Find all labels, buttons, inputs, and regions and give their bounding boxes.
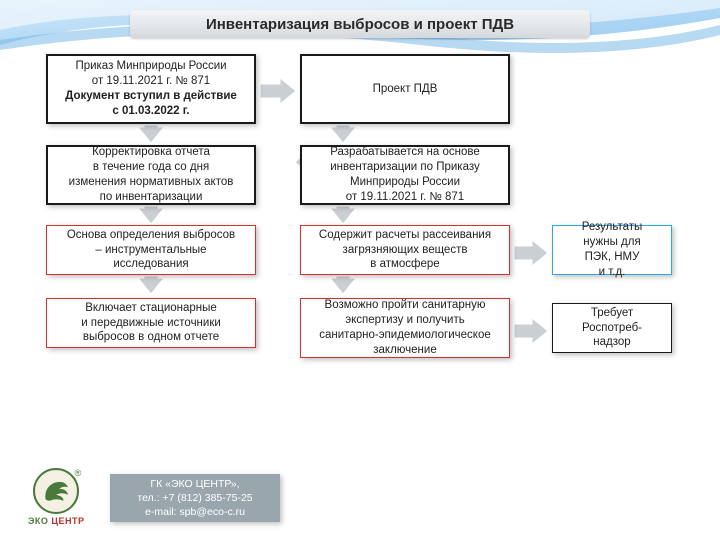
box-line: и т.д. bbox=[599, 265, 626, 280]
box-line: заключение bbox=[373, 343, 436, 358]
arrow-b3-to-c3 bbox=[514, 240, 548, 266]
box-line: инвентаризации по Приказу bbox=[330, 160, 480, 175]
footer-contact-box: ГК «ЭКО ЦЕНТР», тел.: +7 (812) 385-75-25… bbox=[110, 474, 280, 522]
footer-email: e-mail: spb@eco-c.ru bbox=[145, 505, 245, 519]
box-b1: Проект ПДВ bbox=[300, 54, 510, 124]
arrow-a1-to-a2 bbox=[138, 125, 164, 143]
box-line: Приказ Минприроды России bbox=[75, 59, 226, 74]
box-line: по инвентаризации bbox=[100, 190, 203, 205]
arrow-a3-to-a4 bbox=[138, 276, 164, 294]
box-a3: Основа определения выбросов– инструмента… bbox=[46, 225, 256, 275]
arrow-b4-to-c4 bbox=[514, 318, 548, 344]
logo-circle: ® bbox=[33, 468, 79, 514]
box-line: экспертизу и получить bbox=[345, 313, 464, 328]
arrow-b2-to-b3 bbox=[330, 206, 356, 224]
arrow-b3-to-b4 bbox=[330, 276, 356, 294]
box-line: Результаты bbox=[582, 220, 643, 235]
box-line: от 19.11.2021 г. № 871 bbox=[346, 190, 464, 205]
box-line: выбросов в одном отчете bbox=[83, 330, 219, 345]
box-line: Требует bbox=[591, 306, 633, 321]
box-line: в атмосфере bbox=[370, 257, 439, 272]
arrow-b1-to-b2 bbox=[330, 125, 356, 143]
box-line: Основа определения выбросов bbox=[67, 228, 235, 243]
logo-text-top: ЭКО ЦЕНТР bbox=[28, 516, 85, 526]
footer-phone: тел.: +7 (812) 385-75-25 bbox=[137, 491, 252, 505]
box-a2: Корректировка отчетав течение года со дн… bbox=[46, 145, 256, 205]
box-line: Роспотреб- bbox=[582, 321, 642, 336]
box-b3: Содержит расчеты рассеиваниязагрязняющих… bbox=[300, 225, 510, 275]
box-line: исследования bbox=[113, 257, 188, 272]
box-line: и передвижные источники bbox=[81, 316, 221, 331]
box-line: изменения нормативных актов bbox=[69, 175, 234, 190]
box-line: Содержит расчеты рассеивания bbox=[319, 228, 491, 243]
box-line: надзор bbox=[593, 335, 630, 350]
footer-company: ГК «ЭКО ЦЕНТР», bbox=[150, 477, 239, 491]
box-line: нужны для bbox=[583, 235, 640, 250]
box-line: – инструментальные bbox=[95, 243, 206, 258]
box-line: в течение года со дня bbox=[93, 160, 209, 175]
box-c3: Результатынужны дляПЭК, НМУи т.д. bbox=[552, 225, 672, 275]
box-a1: Приказ Минприроды Россииот 19.11.2021 г.… bbox=[46, 54, 256, 124]
box-line: от 19.11.2021 г. № 871 bbox=[92, 74, 210, 89]
arrow-a1-to-b1 bbox=[260, 78, 296, 104]
box-line: ПЭК, НМУ bbox=[585, 250, 640, 265]
box-line-bold: Документ вступил в действие bbox=[65, 89, 237, 104]
box-b4: Возможно пройти санитарнуюэкспертизу и п… bbox=[300, 298, 510, 358]
leaf-icon bbox=[41, 478, 71, 504]
box-b2: Разрабатывается на основеинвентаризации … bbox=[300, 145, 510, 205]
box-c4: ТребуетРоспотреб-надзор bbox=[552, 303, 672, 353]
page-title-bar: Инвентаризация выбросов и проект ПДВ bbox=[130, 10, 590, 38]
box-line: Корректировка отчета bbox=[92, 145, 210, 160]
page-title: Инвентаризация выбросов и проект ПДВ bbox=[206, 16, 514, 33]
company-logo: ® ЭКО ЦЕНТР bbox=[28, 468, 85, 526]
box-line: Проект ПДВ bbox=[373, 82, 438, 97]
arrow-a2-to-a3 bbox=[138, 206, 164, 224]
box-a4: Включает стационарныеи передвижные источ… bbox=[46, 298, 256, 348]
box-line-bold: с 01.03.2022 г. bbox=[112, 104, 189, 119]
box-line: Включает стационарные bbox=[85, 301, 217, 316]
box-line: Минприроды России bbox=[350, 175, 460, 190]
box-line: загрязняющих веществ bbox=[343, 243, 468, 258]
box-line: Возможно пройти санитарную bbox=[325, 298, 486, 313]
registered-mark: ® bbox=[75, 468, 82, 478]
box-line: Разрабатывается на основе bbox=[330, 145, 480, 160]
box-line: санитарно-эпидемиологическое bbox=[319, 328, 490, 343]
